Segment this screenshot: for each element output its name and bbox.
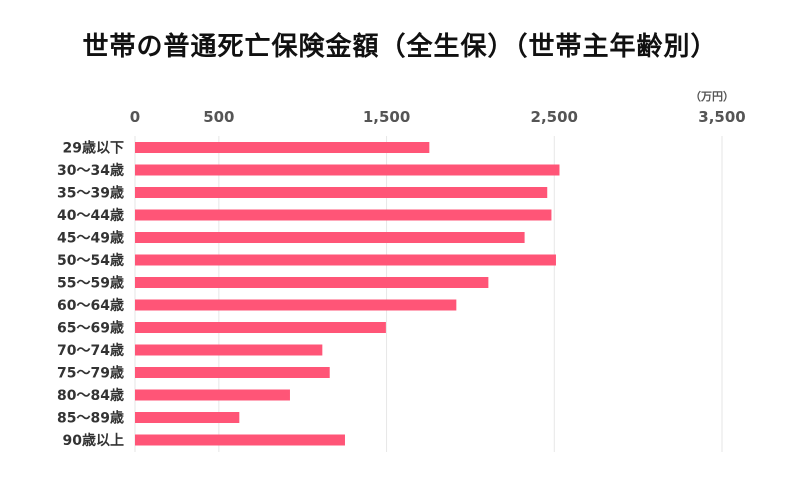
category-label: 55～59歳	[57, 275, 124, 292]
category-label: 29歳以下	[63, 140, 124, 157]
category-label: 70～74歳	[57, 342, 124, 359]
x-tick-label: 500	[203, 108, 234, 126]
x-tick-label: 3,500	[698, 108, 745, 126]
bar	[135, 232, 525, 243]
category-label: 65～69歳	[57, 320, 124, 337]
chart-title: 世帯の普通死亡保険金額（全生保）（世帯主年齢別）	[82, 32, 718, 62]
bar	[135, 389, 290, 401]
bar	[135, 344, 323, 356]
x-tick-label: 0	[130, 108, 140, 126]
category-label: 40～44歳	[57, 207, 124, 224]
x-tick-label: 2,500	[531, 108, 578, 126]
bar	[135, 434, 345, 446]
category-label: 50～54歳	[57, 252, 124, 269]
category-label: 30～34歳	[57, 162, 124, 179]
unit-label: （万円）	[690, 90, 734, 103]
bar	[135, 299, 457, 311]
bar	[135, 254, 556, 266]
bar	[135, 412, 240, 423]
category-label: 80～84歳	[57, 387, 124, 404]
bar	[135, 322, 386, 333]
category-label: 90歳以上	[63, 432, 124, 449]
bar	[135, 164, 560, 176]
category-label: 75～79歳	[57, 365, 124, 382]
x-tick-label: 1,500	[363, 108, 410, 126]
bar	[135, 209, 552, 221]
bar	[135, 367, 330, 378]
category-label: 45～49歳	[57, 230, 124, 247]
category-label: 60～64歳	[57, 297, 124, 314]
bar	[135, 187, 548, 198]
category-label: 35～39歳	[57, 185, 124, 202]
category-label: 85～89歳	[57, 410, 124, 427]
bar	[135, 142, 430, 153]
bar	[135, 277, 489, 288]
